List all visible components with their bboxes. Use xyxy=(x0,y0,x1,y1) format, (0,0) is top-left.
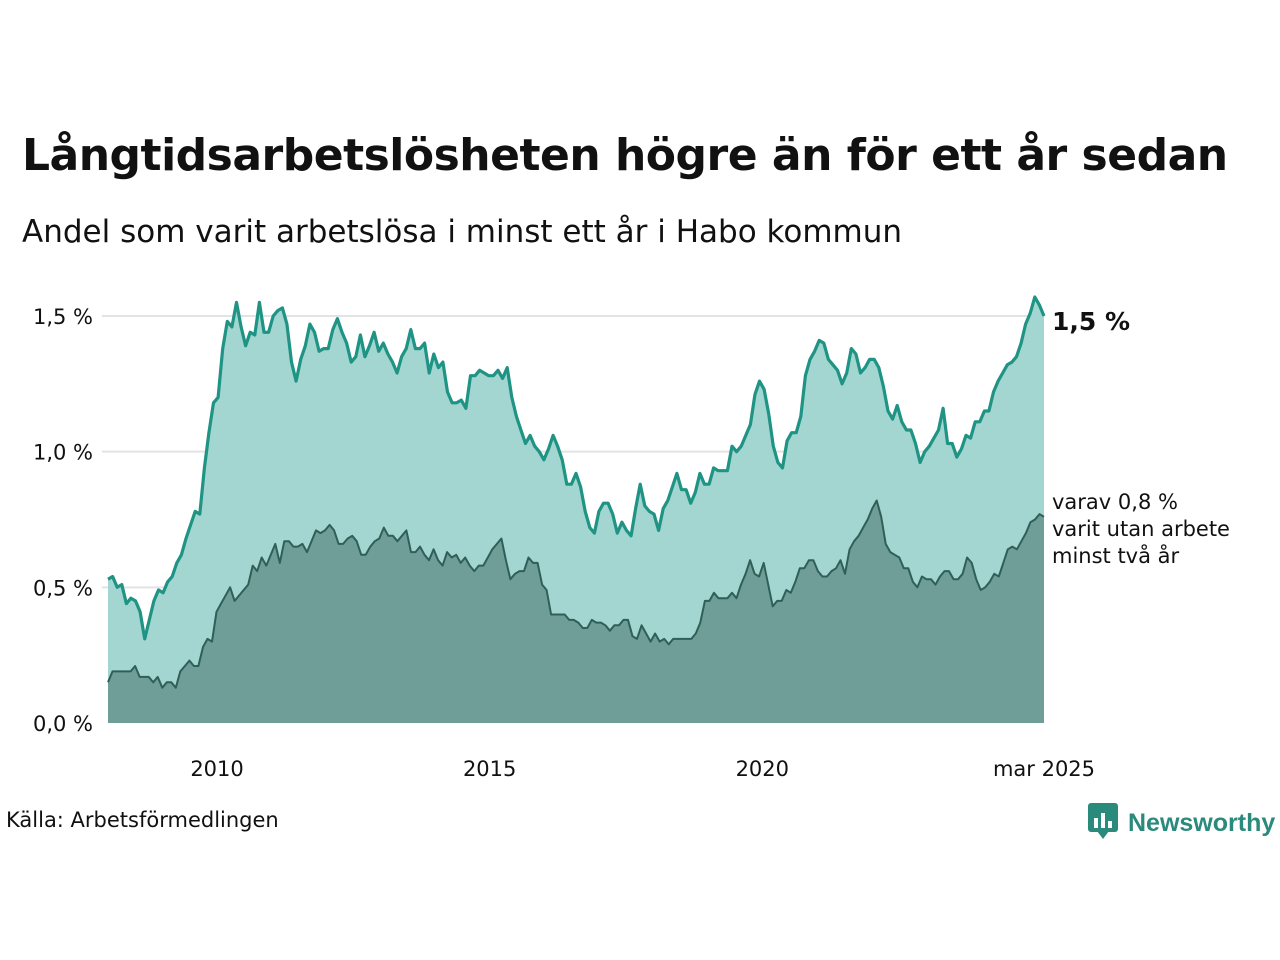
area-unemployed-two-years xyxy=(108,500,1044,723)
sub-series-label-line-1: varav 0,8 % xyxy=(1052,490,1178,514)
end-value-label: 1,5 % xyxy=(1052,307,1130,336)
y-tick-label: 0,0 % xyxy=(33,712,93,736)
chart-subtitle: Andel som varit arbetslösa i minst ett å… xyxy=(22,214,903,250)
y-tick-label: 1,0 % xyxy=(33,441,93,465)
chat-chart-icon xyxy=(1088,803,1118,843)
sub-series-label-line-2: varit utan arbete xyxy=(1052,517,1230,541)
source-note: Källa: Arbetsförmedlingen xyxy=(6,808,279,832)
x-axis: 2010 2015 2020 mar 2025 xyxy=(190,757,1095,781)
y-axis: 0,0 % 0,5 % 1,0 % 1,5 % xyxy=(33,305,93,736)
x-tick-label: 2010 xyxy=(190,757,243,781)
x-tick-label: 2015 xyxy=(463,757,516,781)
sub-series-label-line-3: minst två år xyxy=(1052,543,1180,568)
x-tick-label: mar 2025 xyxy=(993,757,1095,781)
chart-title: Långtidsarbetslösheten högre än för ett … xyxy=(22,130,1228,181)
area-chart: 0,0 % 0,5 % 1,0 % 1,5 % 2010 2015 2020 mar 202… xyxy=(33,295,1230,781)
brand-logo: Newsworthy xyxy=(1088,803,1275,843)
brand-name: Newsworthy xyxy=(1128,808,1276,837)
line-long-term-unemployed xyxy=(107,295,1046,641)
line-unemployed-two-years xyxy=(107,499,1045,689)
y-tick-label: 0,5 % xyxy=(33,576,93,600)
x-tick-label: 2020 xyxy=(736,757,789,781)
y-tick-label: 1,5 % xyxy=(33,305,93,329)
